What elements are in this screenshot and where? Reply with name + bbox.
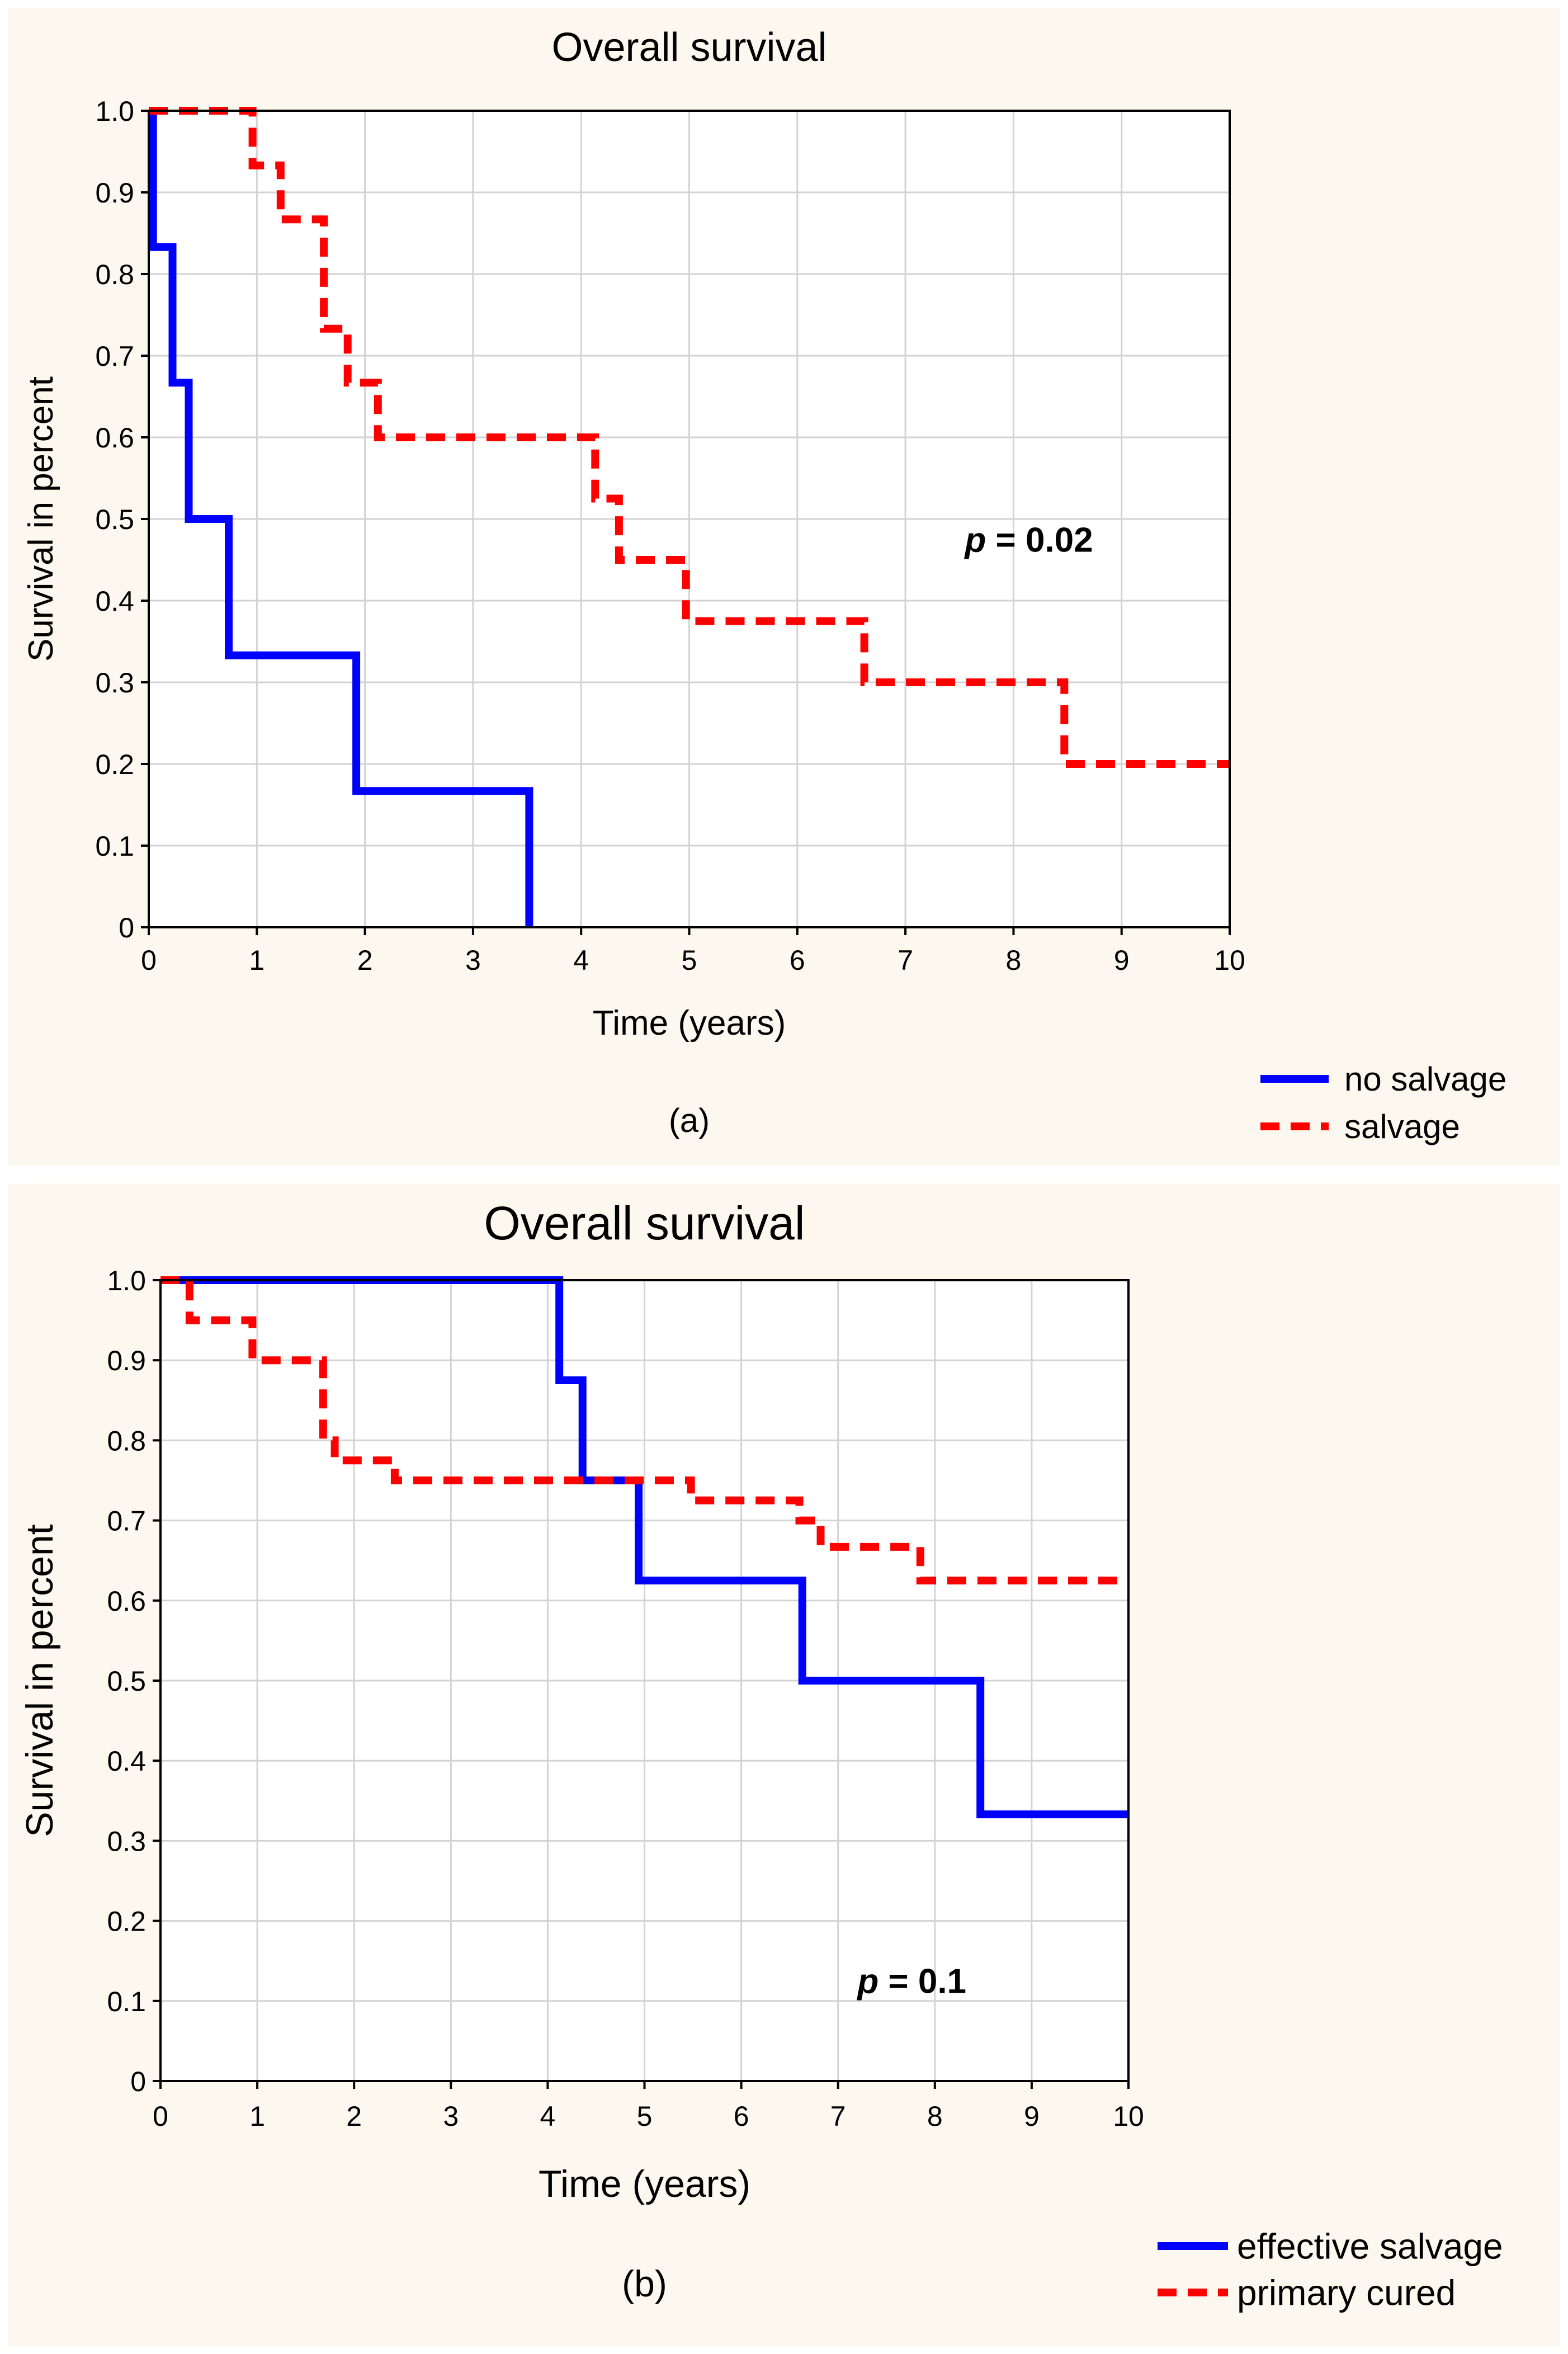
chart-panel-b: 0 1 2 3 4 5 6 7 8 9 10 0 0.1 0.2 0.3 0.4 0.5 0.6 0.7 0.8 0.9… xyxy=(8,1183,1560,2346)
x-tick-label: 2 xyxy=(346,2101,362,2132)
x-tick-label: 3 xyxy=(465,945,481,976)
y-axis-label: Survival in percent xyxy=(22,376,60,662)
x-tick-label: 5 xyxy=(637,2101,653,2132)
x-tick-label: 7 xyxy=(898,945,913,976)
y-tick-label: 0.3 xyxy=(95,667,134,699)
y-tick-label: 0.4 xyxy=(107,1746,146,1777)
x-tick-label: 6 xyxy=(790,945,805,976)
p-value-annotation: p = 0.1 xyxy=(856,1962,966,2001)
y-tick-label: 0.9 xyxy=(95,177,134,209)
y-axis-label: Survival in percent xyxy=(18,1524,61,1837)
legend-label: salvage xyxy=(1344,1108,1460,1145)
x-tick-label: 0 xyxy=(141,945,157,976)
x-tick-label: 10 xyxy=(1214,945,1245,976)
y-tick-label: 0.8 xyxy=(95,259,134,290)
y-tick-label: 0.7 xyxy=(95,341,134,372)
y-tick-label: 0.9 xyxy=(107,1345,146,1376)
x-tick-label: 4 xyxy=(573,945,589,976)
y-tick-label: 0.6 xyxy=(107,1586,146,1617)
x-tick-label: 1 xyxy=(249,945,265,976)
y-tick-label: 0.8 xyxy=(107,1425,146,1456)
p-value-annotation: p = 0.02 xyxy=(964,521,1093,559)
x-tick-label: 7 xyxy=(830,2101,846,2132)
series-line-no-salvage xyxy=(149,107,533,927)
y-tick-label: 0.3 xyxy=(107,1825,146,1857)
chart-panel-a: 0 1 2 3 4 5 6 7 8 9 10 0 0.1 0.2 0.3 0.4 0.5 0.6 0.7 0.8 0.9… xyxy=(8,8,1560,1166)
x-tick-label: 8 xyxy=(1005,945,1021,976)
legend-label: effective salvage xyxy=(1237,2226,1503,2266)
p-value-symbol: p xyxy=(856,1962,879,2001)
x-tick-label: 6 xyxy=(734,2101,749,2132)
series-line-salvage xyxy=(149,107,1230,768)
y-tick-label: 0.5 xyxy=(95,504,134,535)
y-tick-label: 0.4 xyxy=(95,586,134,617)
x-tick-label: 8 xyxy=(927,2101,943,2132)
x-tick-label: 4 xyxy=(540,2101,555,2132)
y-tick-label: 0.2 xyxy=(95,749,134,780)
x-tick-label: 10 xyxy=(1113,2101,1144,2132)
x-tick-label: 1 xyxy=(249,2101,265,2132)
y-tick-label: 0 xyxy=(119,912,134,944)
p-value-text: = 0.02 xyxy=(986,521,1093,559)
chart-b: 0 1 2 3 4 5 6 7 8 9 10 0 0.1 0.2 0.3 0.4 0.5 0.6 0.7 0.8 0.9… xyxy=(18,1197,1503,2313)
x-tick-label: 9 xyxy=(1114,945,1130,976)
y-tick-label: 0 xyxy=(130,2066,146,2097)
x-axis-label: Time (years) xyxy=(593,1004,786,1042)
figure-caption: (a) xyxy=(669,1102,710,1139)
y-tick-label: 0.2 xyxy=(107,1906,146,1937)
series-line-effective-salvage xyxy=(160,1276,1128,1819)
x-tick-label: 9 xyxy=(1024,2101,1040,2132)
x-tick-label: 5 xyxy=(682,945,697,976)
figure-caption: (b) xyxy=(622,2263,667,2304)
y-tick-label: 1.0 xyxy=(107,1265,146,1296)
y-tick-label: 1.0 xyxy=(95,96,134,127)
p-value-symbol: p xyxy=(964,521,986,559)
chart-title: Overall survival xyxy=(551,25,826,70)
y-tick-label: 0.5 xyxy=(107,1666,146,1697)
chart-a: 0 1 2 3 4 5 6 7 8 9 10 0 0.1 0.2 0.3 0.4 0.5 0.6 0.7 0.8 0.9… xyxy=(22,25,1506,1145)
x-axis-label: Time (years) xyxy=(539,2163,750,2205)
x-tick-label: 3 xyxy=(443,2101,459,2132)
y-tick-label: 0.7 xyxy=(107,1506,146,1537)
y-tick-label: 0.1 xyxy=(107,1986,146,2017)
p-value-text: = 0.1 xyxy=(879,1962,966,2001)
x-tick-label: 2 xyxy=(357,945,373,976)
legend-label: primary cured xyxy=(1237,2272,1456,2313)
legend-label: no salvage xyxy=(1344,1060,1506,1098)
x-tick-label: 0 xyxy=(153,2101,168,2132)
series-line-primary-cured xyxy=(160,1276,1128,1584)
chart-title: Overall survival xyxy=(484,1197,805,1249)
y-tick-label: 0.1 xyxy=(95,831,134,862)
y-tick-label: 0.6 xyxy=(95,422,134,454)
